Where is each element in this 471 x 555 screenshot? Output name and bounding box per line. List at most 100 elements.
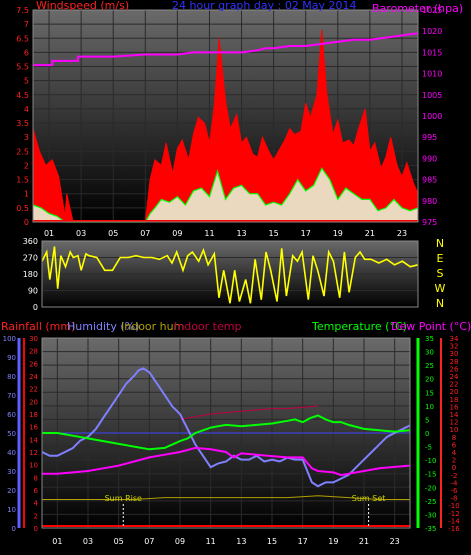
rainfall-tick: 14 xyxy=(29,436,38,444)
dew-point-tick: 6 xyxy=(452,441,457,449)
temperature-tick: -15 xyxy=(425,471,436,479)
temp-series: Sum Rise Sum Set xyxy=(41,367,411,528)
dew-point-tick: 20 xyxy=(450,388,459,396)
temperature-tick: 15 xyxy=(425,389,434,397)
dew-point-line xyxy=(42,446,411,477)
sun-rise-label: Sum Rise xyxy=(105,494,142,503)
dew-point-tick: -2 xyxy=(451,472,458,480)
wind-time-tick: 03 xyxy=(76,229,86,238)
barometer-tick: 1010 xyxy=(422,70,442,79)
temp-axes: 0102030405060708090100024681012141618202… xyxy=(3,335,461,533)
direction-compass-tick: E xyxy=(437,252,444,265)
barometer-tick: 975 xyxy=(422,218,437,227)
windspeed-label: Windspeed (m/s) xyxy=(36,0,129,12)
wind-time-tick: 13 xyxy=(236,229,246,238)
wind-time-tick: 11 xyxy=(204,229,214,238)
temperature-tick: 30 xyxy=(425,349,434,357)
temp-panel-frame xyxy=(41,337,411,529)
direction-degree-tick: 180 xyxy=(23,270,38,279)
dew-point-tick: -12 xyxy=(448,510,459,518)
temp-time-tick: 19 xyxy=(328,537,338,546)
windspeed-tick: 3 xyxy=(24,133,29,142)
dew-point-tick: -16 xyxy=(448,525,460,533)
sun-set-label: Sum Set xyxy=(352,494,386,503)
barometer-tick: 980 xyxy=(422,197,437,206)
direction-degree-tick: 360 xyxy=(23,237,38,246)
windspeed-tick: 5.5 xyxy=(16,63,29,72)
temperature-tick: 35 xyxy=(425,335,434,343)
dew-point-tick: 12 xyxy=(450,419,459,427)
dew-point-tick: 16 xyxy=(450,403,459,411)
temp-time-tick: 01 xyxy=(52,537,62,546)
barometer-tick: 1020 xyxy=(422,27,442,36)
humidity-tick: 80 xyxy=(7,373,16,381)
wind-time-tick: 23 xyxy=(397,229,407,238)
rainfall-tick: 30 xyxy=(29,335,38,343)
temperature-tick: -5 xyxy=(425,444,432,452)
windspeed-tick: 2 xyxy=(24,161,29,170)
windspeed-tick: 6 xyxy=(24,48,29,57)
wind-time-tick: 07 xyxy=(140,229,150,238)
rainfall-tick: 2 xyxy=(34,512,38,520)
rainfall-tick: 18 xyxy=(29,411,38,419)
direction-compass-tick: W xyxy=(435,282,446,295)
temperature-tick: -20 xyxy=(425,484,436,492)
dew-point-tick: 34 xyxy=(450,335,459,343)
wind-time-tick: 17 xyxy=(301,229,311,238)
windspeed-tick: 4 xyxy=(24,105,29,114)
rainfall-tick: 8 xyxy=(34,474,38,482)
rainfall-tick: 4 xyxy=(34,500,39,508)
humidity-tick: 20 xyxy=(7,487,16,495)
rainfall-tick: 20 xyxy=(29,398,38,406)
temp-time-tick: 23 xyxy=(390,537,400,546)
windspeed-tick: 6.5 xyxy=(16,34,29,43)
wind-time-tick: 01 xyxy=(44,229,54,238)
dew-point-tick: 0 xyxy=(452,464,456,472)
humidity-tick: 60 xyxy=(7,411,16,419)
indoor-temp-label: Indoor temp xyxy=(174,320,241,333)
humidity-tick: 90 xyxy=(7,354,16,362)
humidity-tick: 70 xyxy=(7,392,16,400)
barometer-tick: 1000 xyxy=(422,112,442,121)
windspeed-tick: 7.5 xyxy=(16,6,29,15)
temperature-line xyxy=(42,414,411,451)
windspeed-area xyxy=(33,168,418,222)
rainfall-tick: 26 xyxy=(29,360,38,368)
windspeed-tick: 0 xyxy=(24,218,29,227)
rainfall-tick: 12 xyxy=(29,449,38,457)
humidity-tick: 30 xyxy=(7,468,16,476)
temp-time-tick: 03 xyxy=(83,537,93,546)
temperature-tick: 20 xyxy=(425,376,434,384)
barometer-label: Barometer (hpa) xyxy=(372,2,463,15)
windspeed-tick: 7 xyxy=(24,20,29,29)
humidity-tick: 10 xyxy=(7,506,16,514)
temp-time-tick: 13 xyxy=(236,537,246,546)
windspeed-tick: 5 xyxy=(24,77,29,86)
temperature-label: Temperature (°C) xyxy=(311,320,407,333)
temperature-tick: -35 xyxy=(425,525,436,533)
temp-time-axis: 01 03 05 07 09 11 13 15 17 19 21 23 xyxy=(52,537,400,546)
humidity-label: Humidity (%) xyxy=(67,320,139,333)
temperature-tick: -25 xyxy=(425,498,436,506)
windspeed-tick: 1 xyxy=(24,190,29,199)
temperature-tick: 10 xyxy=(425,403,434,411)
temperature-tick: 5 xyxy=(425,416,429,424)
rainfall-tick: 6 xyxy=(34,487,39,495)
temp-time-tick: 17 xyxy=(298,537,308,546)
direction-degree-axis: 0 90 180 270 360 xyxy=(23,237,38,312)
indoor-hum-line xyxy=(42,495,410,500)
temp-time-tick: 15 xyxy=(267,537,277,546)
windspeed-tick: 4.5 xyxy=(16,91,29,100)
dew-point-tick: -10 xyxy=(448,502,459,510)
humidity-tick: 50 xyxy=(7,430,16,438)
dew-point-tick: -6 xyxy=(451,487,459,495)
temperature-tick: -30 xyxy=(425,511,436,519)
rainfall-tick: 22 xyxy=(29,386,38,394)
dew-point-tick: 10 xyxy=(450,426,459,434)
temperature-tick: -10 xyxy=(425,457,436,465)
dew-point-tick: 28 xyxy=(450,358,459,366)
rainfall-tick: 24 xyxy=(29,373,38,381)
rainfall-tick: 0 xyxy=(34,525,38,533)
barometer-axis: 975 980 985 990 995 1000 1005 1010 1015 1020 1025 xyxy=(422,6,442,227)
